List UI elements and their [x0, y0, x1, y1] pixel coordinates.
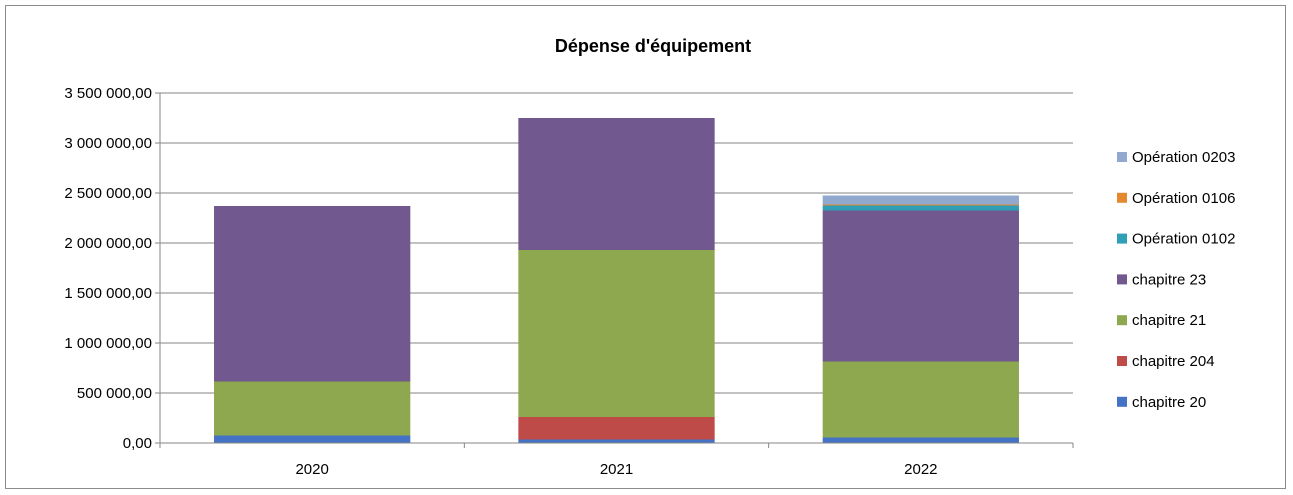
legend-swatch: [1117, 192, 1127, 203]
x-tick-label: 2021: [600, 461, 633, 478]
y-tick-label: 3 000 000,00: [64, 135, 152, 152]
bar-segment: [214, 435, 411, 443]
bar-segment: [518, 250, 715, 417]
x-tick-label: 2022: [904, 461, 937, 478]
x-tick-label: 2020: [295, 461, 328, 478]
y-tick-label: 2 000 000,00: [64, 235, 152, 252]
y-tick-label: 3 500 000,00: [64, 85, 152, 102]
axes: 0,00 500 000,00 1 000 000,00 1 500 000,00 2 …: [64, 85, 1074, 478]
bar-segment: [822, 204, 1019, 206]
bar-segment: [822, 437, 1019, 443]
legend: Opération 0203 Opération 0106 Opération 01…: [1117, 149, 1235, 411]
legend-swatch: [1117, 274, 1127, 285]
legend-swatch: [1117, 356, 1127, 366]
bar-segment: [518, 439, 715, 443]
legend-swatch: [1117, 315, 1127, 326]
legend-label: Opération 0203: [1132, 149, 1235, 166]
y-tick-label: 0,00: [123, 435, 152, 452]
legend-label: Opération 0102: [1132, 231, 1235, 248]
legend-label: Opération 0106: [1132, 190, 1235, 207]
legend-swatch: [1117, 396, 1127, 407]
bar-segment: [822, 210, 1019, 362]
legend-swatch: [1117, 152, 1127, 162]
bar-segment: [822, 361, 1019, 438]
bar-segment: [822, 195, 1019, 205]
legend-label: chapitre 204: [1132, 353, 1215, 370]
bar-segment: [518, 417, 715, 440]
legend-label: chapitre 23: [1132, 271, 1206, 288]
bars: [214, 118, 1019, 443]
legend-label: chapitre 21: [1132, 312, 1206, 329]
bar-segment: [518, 118, 715, 250]
legend-label: chapitre 20: [1132, 394, 1206, 411]
y-tick-label: 500 000,00: [77, 385, 152, 402]
bar-segment: [214, 381, 411, 436]
chart-title: Dépense d'équipement: [555, 36, 751, 56]
bar-segment: [822, 205, 1019, 211]
bar-segment: [214, 206, 411, 382]
legend-swatch: [1117, 233, 1127, 244]
y-tick-label: 1 500 000,00: [64, 285, 152, 302]
y-tick-label: 1 000 000,00: [64, 335, 152, 352]
y-tick-label: 2 500 000,00: [64, 185, 152, 202]
